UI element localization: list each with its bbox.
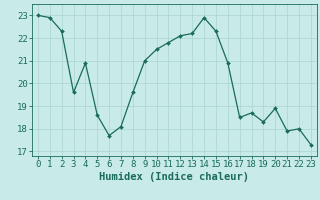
X-axis label: Humidex (Indice chaleur): Humidex (Indice chaleur) [100, 172, 249, 182]
